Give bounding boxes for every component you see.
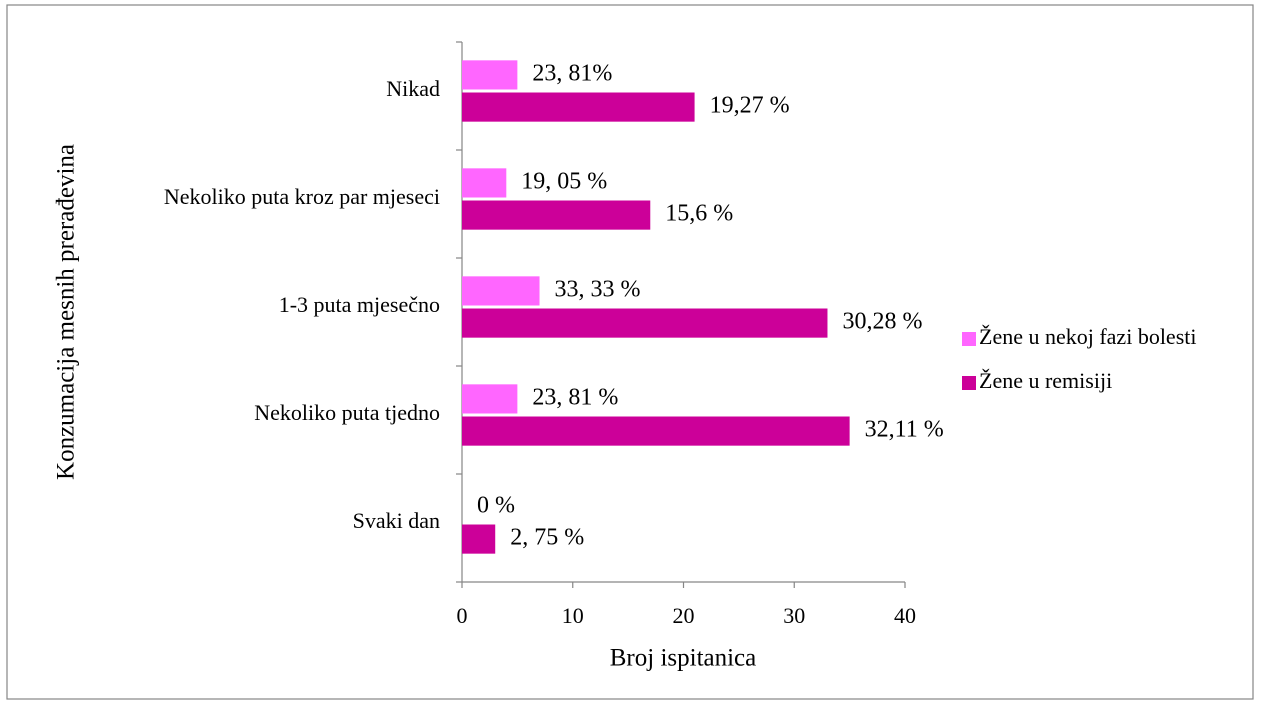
y-tick-label: Nekoliko puta tjedno [254, 400, 440, 425]
bar [462, 60, 518, 90]
data-label: 2, 75 % [510, 525, 584, 551]
legend-swatch [962, 332, 976, 346]
y-axis-title: Konzumacija mesnih prerađevina [53, 144, 80, 480]
y-tick-label: Nekoliko puta kroz par mjeseci [164, 184, 440, 209]
legend-label: Žene u nekoj fazi bolesti [979, 324, 1196, 349]
y-tick-label: Nikad [386, 76, 440, 101]
y-tick-label: Svaki dan [353, 508, 440, 533]
bar [462, 92, 695, 122]
bar [462, 416, 850, 446]
y-tick-label: 1-3 puta mjesečno [279, 292, 440, 317]
bar [462, 384, 518, 414]
bar [462, 200, 651, 230]
legend-swatch [962, 376, 976, 390]
data-label: 15,6 % [665, 201, 733, 227]
data-label: 23, 81% [532, 60, 612, 86]
x-tick-label: 40 [894, 603, 916, 628]
x-tick-label: 10 [562, 603, 584, 628]
bar [462, 276, 540, 306]
x-tick-label: 0 [457, 603, 468, 628]
bar [462, 524, 496, 554]
data-label: 33, 33 % [555, 276, 641, 302]
bar [462, 168, 507, 198]
data-label: 30,28 % [842, 309, 922, 335]
bar [462, 308, 828, 338]
data-label: 19, 05 % [521, 168, 607, 194]
data-label: 32,11 % [865, 417, 944, 443]
data-label: 19,27 % [710, 93, 790, 119]
legend-label: Žene u remisiji [979, 368, 1112, 393]
x-axis-title: Broj ispitanica [610, 645, 757, 672]
x-tick-label: 20 [673, 603, 695, 628]
x-tick-label: 30 [783, 603, 805, 628]
data-label: 0 % [477, 492, 515, 518]
data-label: 23, 81 % [532, 384, 618, 410]
